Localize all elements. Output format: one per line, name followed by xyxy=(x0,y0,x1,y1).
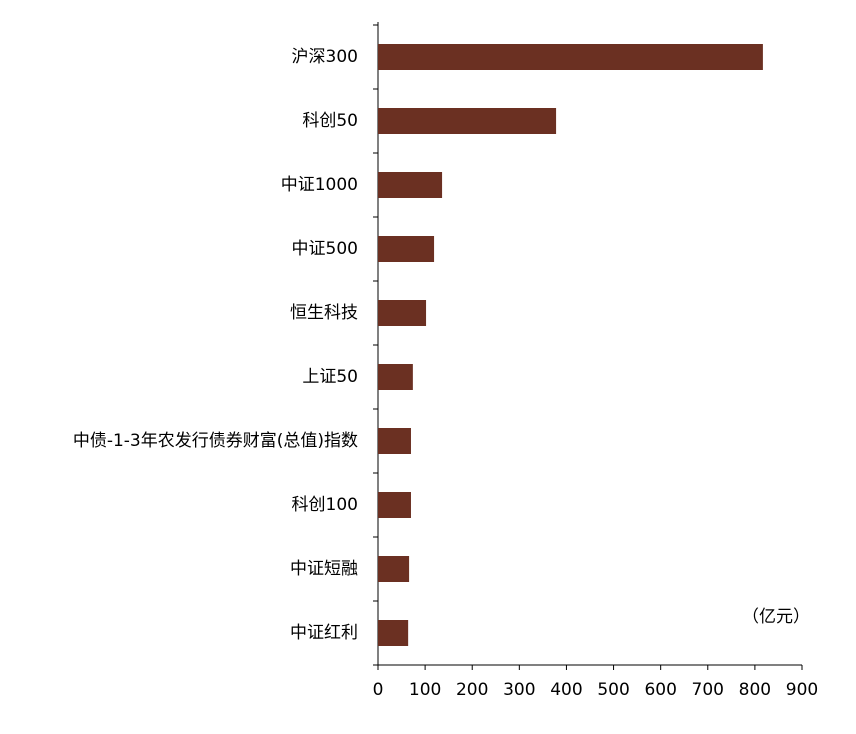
bar xyxy=(378,556,410,582)
y-tick-label: 中证红利 xyxy=(290,623,358,643)
y-tick-label: 上证50 xyxy=(302,367,358,387)
unit-label: （亿元） xyxy=(742,607,810,627)
x-tick-label: 200 xyxy=(456,680,488,700)
y-tick-label: 中证短融 xyxy=(290,559,358,579)
x-tick-label: 400 xyxy=(550,680,582,700)
y-tick-label: 科创100 xyxy=(292,495,358,515)
x-tick-label: 300 xyxy=(503,680,535,700)
y-tick-label: 中债-1-3年农发行债券财富(总值)指数 xyxy=(73,431,358,451)
x-tick-label: 900 xyxy=(786,680,818,700)
bar xyxy=(378,364,413,390)
x-tick-label: 600 xyxy=(644,680,676,700)
y-tick-label: 科创50 xyxy=(302,111,358,131)
y-tick-label: 中证500 xyxy=(292,239,358,259)
y-tick-label: 中证1000 xyxy=(281,175,358,195)
bar xyxy=(378,236,435,262)
bar xyxy=(378,428,411,454)
bar xyxy=(378,108,557,134)
y-tick-label: 恒生科技 xyxy=(290,303,358,323)
bar xyxy=(378,44,763,70)
x-tick-label: 0 xyxy=(373,680,384,700)
bar xyxy=(378,492,411,518)
x-tick-label: 100 xyxy=(409,680,441,700)
x-tick-label: 700 xyxy=(692,680,724,700)
x-tick-label: 500 xyxy=(597,680,629,700)
bar xyxy=(378,620,409,646)
bar xyxy=(378,172,443,198)
bar xyxy=(378,300,427,326)
x-tick-label: 800 xyxy=(739,680,771,700)
y-tick-label: 沪深300 xyxy=(292,47,358,67)
